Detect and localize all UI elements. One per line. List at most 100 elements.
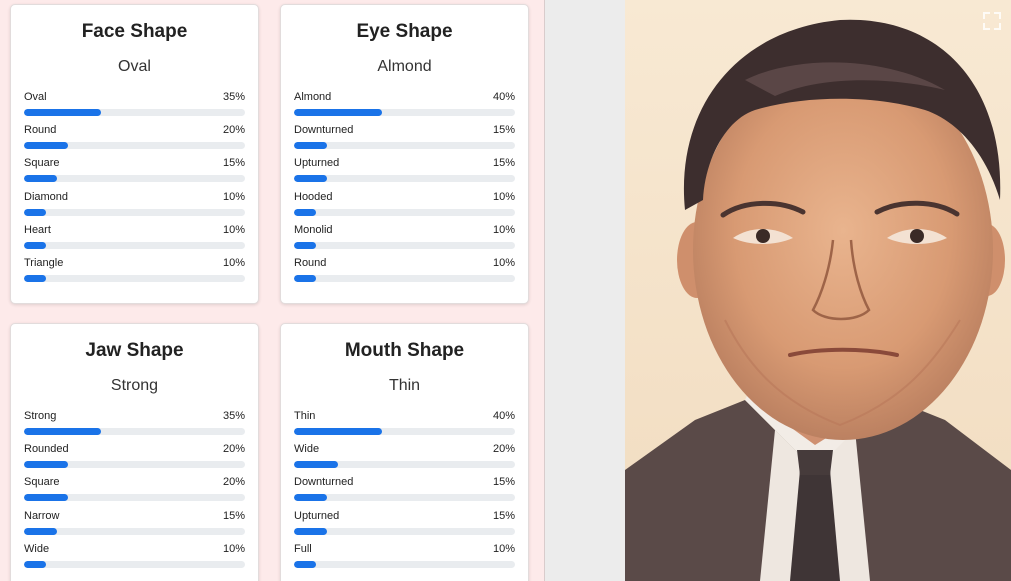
- mouth-shape-card: Mouth Shape Thin Thin 40% Wide 20% Downturne…: [280, 323, 529, 581]
- progress-track: [24, 560, 245, 568]
- card-result: Oval: [118, 58, 151, 75]
- progress-fill: [24, 142, 69, 150]
- probability-list: Almond 40% Downturned 15% Upturned 15% Hooded 1…: [294, 85, 515, 284]
- probability-row: Monolid 10%: [294, 218, 515, 251]
- expand-icon[interactable]: [981, 10, 1003, 32]
- progress-fill: [294, 494, 328, 502]
- probability-row: Rounded 20%: [24, 437, 245, 470]
- option-label: Monolid: [294, 223, 333, 236]
- option-percent: 10%: [492, 256, 515, 269]
- card-result: Thin: [388, 377, 421, 394]
- progress-fill: [294, 527, 328, 535]
- probability-row: Round 10%: [294, 251, 515, 284]
- probability-row: Downturned 15%: [294, 470, 515, 503]
- progress-track: [294, 494, 515, 502]
- card-title: Jaw Shape: [85, 340, 184, 361]
- option-percent: 15%: [492, 157, 515, 170]
- analysis-panel: Face Shape Oval Oval 35% Round 20% Square 15%…: [0, 0, 545, 581]
- progress-fill: [294, 208, 317, 216]
- option-percent: 15%: [492, 509, 515, 522]
- progress-fill: [24, 241, 47, 249]
- probability-row: Wide 20%: [294, 437, 515, 470]
- row-header: Upturned 15%: [294, 157, 515, 170]
- probability-row: Heart 10%: [24, 218, 245, 251]
- progress-track: [24, 428, 245, 435]
- row-header: Downturned 15%: [294, 124, 515, 137]
- progress-track: [294, 428, 515, 435]
- row-header: Square 15%: [24, 157, 245, 170]
- option-percent: 10%: [222, 190, 245, 203]
- progress-track: [24, 274, 245, 282]
- row-header: Narrow 15%: [24, 510, 245, 523]
- option-label: Wide: [294, 443, 320, 456]
- option-percent: 10%: [492, 223, 515, 236]
- row-header: Wide 20%: [294, 443, 515, 456]
- row-header: Diamond 10%: [24, 191, 245, 204]
- option-label: Thin: [294, 410, 316, 422]
- row-header: Round 20%: [24, 124, 245, 137]
- option-label: Upturned: [294, 157, 340, 170]
- option-label: Square: [24, 476, 60, 489]
- option-label: Upturned: [294, 509, 340, 522]
- progress-track: [294, 109, 515, 116]
- row-header: Hooded 10%: [294, 191, 515, 204]
- row-header: Downturned 15%: [294, 476, 515, 489]
- row-header: Round 10%: [294, 257, 515, 270]
- progress-track: [24, 241, 245, 249]
- option-label: Downturned: [294, 476, 354, 489]
- probability-row: Strong 35%: [24, 404, 245, 437]
- probability-row: Full 10%: [294, 537, 515, 570]
- probability-row: Wide 10%: [24, 537, 245, 570]
- probability-row: Oval 35%: [24, 85, 245, 118]
- probability-list: Strong 35% Rounded 20% Square 20% Narrow 15% Wid…: [24, 404, 245, 570]
- card-result: Strong: [110, 377, 159, 394]
- option-percent: 15%: [492, 124, 515, 137]
- row-header: Monolid 10%: [294, 224, 515, 237]
- option-percent: 20%: [222, 476, 245, 489]
- progress-fill: [24, 175, 58, 183]
- probability-row: Almond 40%: [294, 85, 515, 118]
- row-header: Thin 40%: [294, 410, 515, 423]
- gutter: [545, 0, 625, 581]
- row-header: Rounded 20%: [24, 443, 245, 456]
- progress-track: [294, 461, 515, 469]
- face-shape-card: Face Shape Oval Oval 35% Round 20% Square 15%…: [10, 4, 259, 304]
- progress-fill: [24, 461, 69, 469]
- card-title: Face Shape: [81, 21, 188, 42]
- option-label: Almond: [294, 91, 332, 103]
- probability-row: Thin 40%: [294, 404, 515, 437]
- progress-fill: [294, 175, 328, 183]
- row-header: Full 10%: [294, 543, 515, 556]
- probability-row: Triangle 10%: [24, 251, 245, 284]
- option-percent: 10%: [492, 542, 515, 555]
- row-header: Wide 10%: [24, 543, 245, 556]
- row-header: Upturned 15%: [294, 510, 515, 523]
- progress-fill: [24, 428, 102, 435]
- probability-row: Narrow 15%: [24, 504, 245, 537]
- progress-fill: [294, 428, 383, 435]
- probability-row: Downturned 15%: [294, 118, 515, 151]
- probability-row: Upturned 15%: [294, 504, 515, 537]
- option-label: Strong: [24, 410, 57, 422]
- option-percent: 20%: [222, 443, 245, 456]
- row-header: Triangle 10%: [24, 257, 245, 270]
- option-percent: 40%: [492, 91, 515, 103]
- progress-fill: [294, 109, 383, 116]
- option-percent: 35%: [222, 410, 245, 422]
- progress-fill: [24, 560, 47, 568]
- probability-row: Hooded 10%: [294, 185, 515, 218]
- progress-track: [294, 208, 515, 216]
- option-percent: 15%: [222, 157, 245, 170]
- card-result: Almond: [377, 58, 432, 75]
- eye-shape-card: Eye Shape Almond Almond 40% Downturned 15% U…: [280, 4, 529, 304]
- progress-fill: [294, 560, 317, 568]
- probability-row: Upturned 15%: [294, 151, 515, 184]
- progress-fill: [24, 109, 102, 116]
- option-percent: 10%: [222, 223, 245, 236]
- option-label: Diamond: [24, 190, 69, 203]
- card-title: Eye Shape: [356, 21, 453, 42]
- option-label: Oval: [24, 91, 47, 103]
- progress-track: [24, 527, 245, 535]
- row-header: Oval 35%: [24, 91, 245, 104]
- row-header: Square 20%: [24, 476, 245, 489]
